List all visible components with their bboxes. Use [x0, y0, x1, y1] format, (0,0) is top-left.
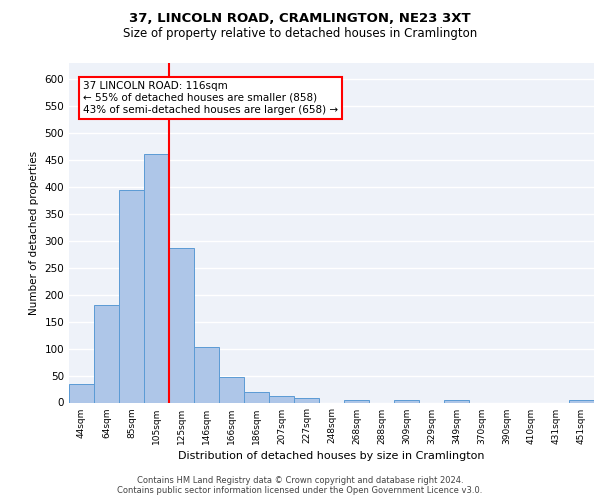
Text: 37, LINCOLN ROAD, CRAMLINGTON, NE23 3XT: 37, LINCOLN ROAD, CRAMLINGTON, NE23 3XT	[129, 12, 471, 26]
X-axis label: Distribution of detached houses by size in Cramlington: Distribution of detached houses by size …	[178, 450, 485, 460]
Text: Contains HM Land Registry data © Crown copyright and database right 2024.
Contai: Contains HM Land Registry data © Crown c…	[118, 476, 482, 495]
Bar	[269, 396, 294, 402]
Text: 37 LINCOLN ROAD: 116sqm
← 55% of detached houses are smaller (858)
43% of semi-d: 37 LINCOLN ROAD: 116sqm ← 55% of detache…	[83, 82, 338, 114]
Bar	[169, 248, 194, 402]
Bar	[219, 376, 244, 402]
Bar	[569, 400, 594, 402]
Bar	[119, 190, 144, 402]
Bar	[444, 400, 469, 402]
Bar	[69, 384, 94, 402]
Bar	[344, 400, 369, 402]
Bar	[294, 398, 319, 402]
Bar	[94, 306, 119, 402]
Bar	[394, 400, 419, 402]
Bar	[244, 392, 269, 402]
Bar	[144, 154, 169, 402]
Bar	[194, 348, 219, 403]
Y-axis label: Number of detached properties: Number of detached properties	[29, 150, 39, 314]
Text: Size of property relative to detached houses in Cramlington: Size of property relative to detached ho…	[123, 28, 477, 40]
